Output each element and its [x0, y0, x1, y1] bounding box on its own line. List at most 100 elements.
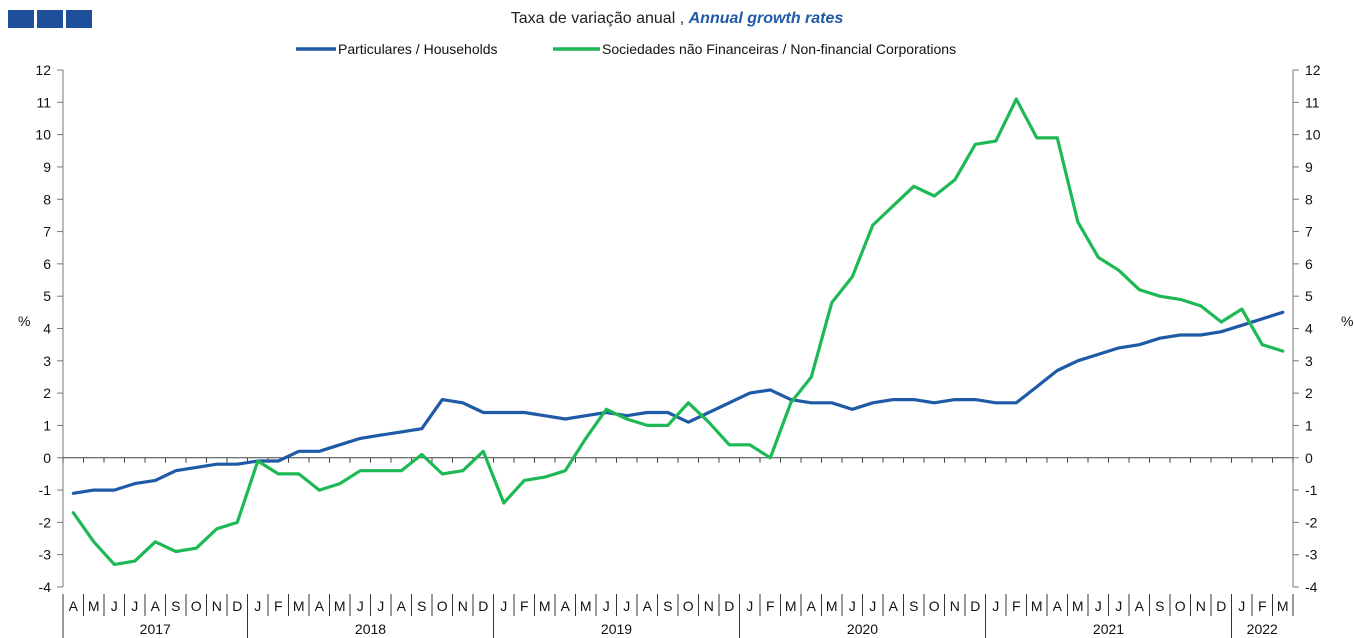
month-label: A	[1053, 598, 1063, 614]
logo	[8, 10, 92, 28]
y-tick-label-left: 7	[43, 224, 51, 240]
month-label: M	[1072, 598, 1084, 614]
y-tick-label-right: -2	[1305, 514, 1318, 530]
y-tick-label-right: -3	[1305, 547, 1318, 563]
y-tick-label-left: 6	[43, 256, 51, 272]
y-tick-label-right: 11	[1305, 94, 1320, 110]
y-tick-label-right: 4	[1305, 321, 1313, 337]
y-tick-label-left: 3	[43, 353, 51, 369]
month-label: J	[500, 598, 507, 614]
y-axis-label-right: %	[1341, 313, 1353, 329]
y-tick-label-right: -4	[1305, 579, 1318, 595]
y-tick-label-right: 2	[1305, 385, 1313, 401]
y-tick-label-left: 0	[43, 450, 51, 466]
y-tick-label-right: 8	[1305, 191, 1313, 207]
month-label: S	[663, 598, 672, 614]
month-label: A	[561, 598, 571, 614]
y-tick-label-left: 11	[36, 94, 51, 110]
month-label: S	[171, 598, 180, 614]
month-label: N	[212, 598, 222, 614]
month-label: M	[293, 598, 305, 614]
logo-block	[66, 10, 92, 28]
legend-label: Sociedades não Financeiras / Non-financi…	[602, 41, 956, 57]
month-label: O	[683, 598, 694, 614]
month-label: M	[826, 598, 838, 614]
y-tick-label-right: 5	[1305, 288, 1313, 304]
y-tick-label-left: 1	[43, 417, 51, 433]
month-label: O	[1175, 598, 1186, 614]
year-label: 2017	[140, 621, 171, 637]
month-label: J	[254, 598, 261, 614]
month-label: A	[643, 598, 653, 614]
month-label: M	[539, 598, 551, 614]
month-label: O	[191, 598, 202, 614]
chart-subtitle: Taxa de variação anual , Annual growth r…	[0, 10, 1354, 28]
y-tick-label-left: 5	[43, 288, 51, 304]
month-label: J	[1115, 598, 1122, 614]
month-label: J	[377, 598, 384, 614]
month-label: A	[69, 598, 79, 614]
y-tick-label-right: 3	[1305, 353, 1313, 369]
month-label: M	[334, 598, 346, 614]
y-tick-label-left: -1	[39, 482, 52, 498]
month-label: J	[849, 598, 856, 614]
legend: Particulares / Households Sociedades não …	[296, 41, 956, 57]
month-label: F	[520, 598, 529, 614]
month-label: D	[970, 598, 980, 614]
y-tick-label-right: 9	[1305, 159, 1313, 175]
month-label: J	[357, 598, 364, 614]
month-label: A	[397, 598, 407, 614]
month-label: F	[274, 598, 283, 614]
legend-label: Particulares / Households	[338, 41, 498, 57]
month-label: A	[151, 598, 161, 614]
year-label: 2020	[847, 621, 878, 637]
year-label: 2021	[1093, 621, 1124, 637]
month-label: D	[232, 598, 242, 614]
month-label: M	[785, 598, 797, 614]
month-label: J	[131, 598, 138, 614]
y-tick-label-right: 12	[1305, 62, 1321, 78]
month-label: M	[88, 598, 100, 614]
month-label: O	[437, 598, 448, 614]
month-label: S	[909, 598, 918, 614]
month-label: J	[992, 598, 999, 614]
month-label: D	[1216, 598, 1226, 614]
month-label: D	[724, 598, 734, 614]
year-label: 2019	[601, 621, 632, 637]
y-tick-label-right: 10	[1305, 127, 1321, 143]
y-tick-label-right: 7	[1305, 224, 1313, 240]
month-label: J	[746, 598, 753, 614]
y-tick-label-left: 12	[35, 62, 51, 78]
y-tick-label-left: 2	[43, 385, 51, 401]
y-tick-label-left: 9	[43, 159, 51, 175]
y-tick-label-left: 4	[43, 321, 51, 337]
subtitle-pt: Taxa de variação anual ,	[510, 10, 685, 27]
logo-block	[37, 10, 63, 28]
year-label: 2018	[355, 621, 386, 637]
month-label: F	[766, 598, 775, 614]
y-tick-label-right: -1	[1305, 482, 1318, 498]
month-label: M	[1277, 598, 1289, 614]
series-line-corporations	[71, 97, 1285, 566]
y-tick-label-right: 6	[1305, 256, 1313, 272]
y-tick-label-left: 10	[35, 127, 51, 143]
month-label: N	[704, 598, 714, 614]
month-label: D	[478, 598, 488, 614]
y-tick-label-right: 0	[1305, 450, 1313, 466]
y-tick-label-left: -3	[39, 547, 52, 563]
month-label: J	[1095, 598, 1102, 614]
subtitle-en: Annual growth rates	[688, 10, 844, 27]
month-label: J	[111, 598, 118, 614]
month-label: F	[1012, 598, 1021, 614]
month-label: J	[623, 598, 630, 614]
month-label: F	[1258, 598, 1267, 614]
month-label: J	[603, 598, 610, 614]
y-tick-label-left: 8	[43, 191, 51, 207]
month-label: S	[417, 598, 426, 614]
series-line-households	[71, 310, 1285, 495]
month-label: A	[315, 598, 325, 614]
month-label: N	[1196, 598, 1206, 614]
month-label: A	[889, 598, 899, 614]
series-lines	[71, 97, 1285, 566]
